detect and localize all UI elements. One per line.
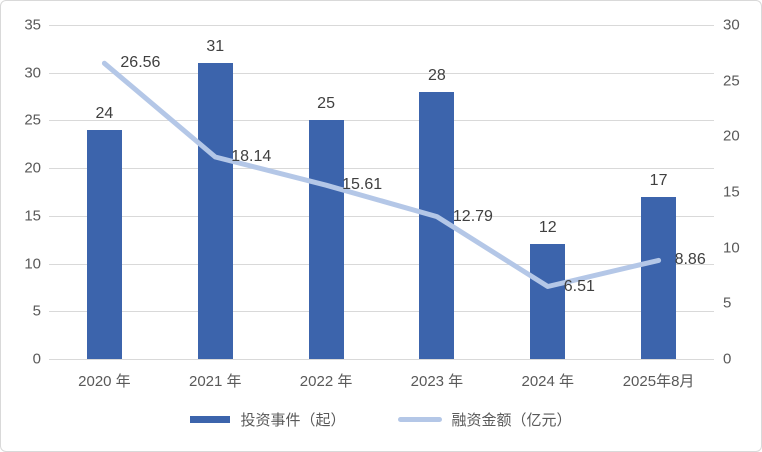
line-data-label: 6.51 [563,277,595,295]
gridline [49,264,714,265]
line-data-label: 8.86 [674,251,706,269]
x-axis-category-label: 2020 年 [78,373,131,390]
left-axis-tick-label: 15 [24,207,41,225]
gridline [49,25,714,26]
bar[interactable] [419,91,455,359]
bar[interactable] [86,129,122,359]
legend-item-bar-series[interactable]: 投资事件（起） [190,409,346,430]
x-axis-category-label: 2024 年 [521,373,575,390]
right-axis-tick-label: 5 [723,294,732,312]
x-axis-category-label: 2023 年 [410,373,464,390]
gridline [49,73,714,74]
legend: 投资事件（起） 融资金额（亿元） [1,409,761,430]
left-axis-tick-label: 5 [32,302,41,320]
right-axis-tick-label: 0 [723,350,732,368]
bar-data-label: 25 [317,95,335,113]
right-axis-tick-label: 30 [723,16,740,34]
legend-label-line-series: 融资金额（亿元） [451,412,572,429]
left-axis-tick-label: 20 [24,159,41,177]
left-axis-tick-label: 10 [24,255,41,273]
right-axis-tick-label: 15 [723,183,740,201]
line-series-swatch-icon [397,417,442,422]
bar-series-swatch-icon [190,416,231,423]
bar-data-label: 17 [649,171,668,189]
x-axis-category-label: 2025年8月 [622,373,695,390]
gridline [49,168,714,169]
right-axis-tick-label: 10 [723,239,740,257]
x-axis-category-label: 2021 年 [188,373,242,390]
gridline [49,216,714,217]
right-axis-tick-label: 20 [723,127,740,145]
line-data-label: 12.79 [452,207,493,225]
bar[interactable] [530,244,566,359]
line-data-label: 26.56 [120,54,161,72]
right-axis-tick-label: 25 [723,72,740,90]
bar-data-label: 12 [538,219,557,237]
bar-data-label: 31 [206,38,225,56]
legend-item-line-series[interactable]: 融资金额（亿元） [397,409,572,430]
left-axis-tick-label: 30 [24,64,41,82]
bar-data-label: 28 [428,66,446,84]
line-data-label: 18.14 [231,148,272,166]
line-path [101,60,662,289]
left-axis-tick-label: 0 [32,350,41,368]
bar[interactable] [641,196,677,359]
legend-label-bar-series: 投资事件（起） [240,412,346,429]
gridline [49,359,714,360]
left-axis-tick-label: 35 [24,16,41,34]
bar-data-label: 24 [95,104,114,122]
gridline [49,120,714,121]
gridline [49,311,714,312]
left-axis-tick-label: 25 [24,111,41,129]
bar[interactable] [308,120,344,359]
x-axis-category-label: 2022 年 [299,373,353,390]
bar[interactable] [197,63,233,359]
line-data-label: 15.61 [342,176,383,194]
